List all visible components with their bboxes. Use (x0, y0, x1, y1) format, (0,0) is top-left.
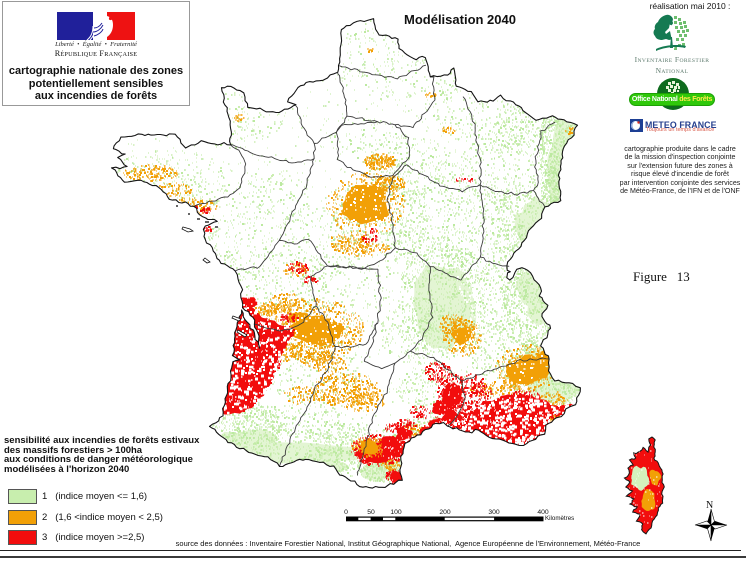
svg-text:50: 50 (367, 509, 375, 516)
svg-text:N: N (706, 500, 713, 511)
svg-text:100: 100 (390, 509, 402, 516)
svg-text:400: 400 (537, 509, 549, 516)
svg-text:0: 0 (344, 509, 348, 516)
svg-text:Kilomètres: Kilomètres (545, 515, 574, 522)
svg-text:200: 200 (439, 509, 451, 516)
svg-text:300: 300 (488, 509, 500, 516)
